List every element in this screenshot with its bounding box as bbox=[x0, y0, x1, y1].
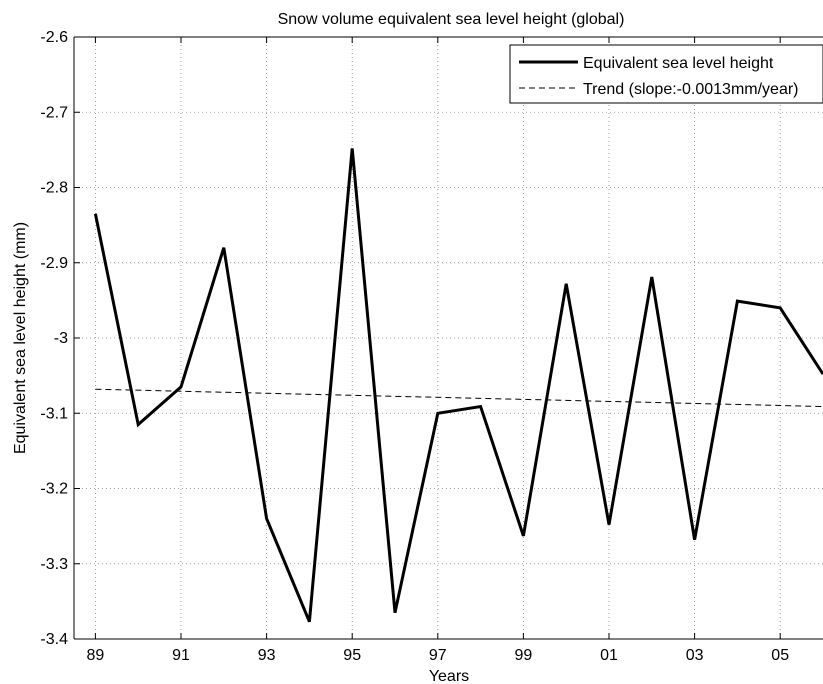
y-tick-label: -3.2 bbox=[40, 481, 68, 498]
y-tick-label: -3.3 bbox=[40, 556, 68, 573]
y-tick-label: -3.1 bbox=[40, 405, 68, 422]
trend-line bbox=[95, 388, 823, 407]
y-tick-label: -2.8 bbox=[40, 180, 68, 197]
chart-title: Snow volume equivalent sea level height … bbox=[278, 11, 625, 28]
y-tick-label: -2.9 bbox=[40, 255, 68, 272]
series-layer bbox=[93, 148, 823, 623]
y-tick-label: -2.7 bbox=[40, 104, 68, 121]
x-tick-label: 01 bbox=[600, 647, 618, 664]
y-axis-label: Equivalent sea level height (mm) bbox=[12, 222, 29, 454]
x-tick-label: 91 bbox=[172, 647, 190, 664]
x-axis-label: Years bbox=[429, 668, 469, 684]
ticks: 89 91 93 95 97 99 01 03 05 -2.6 -2.7 -2.8 -2.9 -3 -3.1… bbox=[40, 29, 789, 664]
legend-box bbox=[509, 44, 823, 104]
trend-layer bbox=[95, 388, 823, 407]
x-tick-label: 99 bbox=[515, 647, 533, 664]
x-tick-label: 03 bbox=[686, 647, 704, 664]
x-tick-label: 89 bbox=[87, 647, 105, 664]
legend-label-dashed: Trend (slope:-0.0013mm/year) bbox=[583, 81, 799, 98]
y-tick-label: -3 bbox=[54, 330, 68, 347]
x-tick-label: 93 bbox=[258, 647, 276, 664]
x-tick-label: 95 bbox=[343, 647, 361, 664]
y-tick-label: -3.4 bbox=[40, 631, 68, 648]
y-tick-label: -2.6 bbox=[40, 29, 68, 46]
legend-label-solid: Equivalent sea level height bbox=[583, 55, 774, 72]
legend: Equivalent sea level height Trend (slope… bbox=[509, 44, 823, 104]
x-tick-label: 97 bbox=[429, 647, 447, 664]
grid bbox=[74, 36, 823, 640]
x-tick-label: 05 bbox=[771, 647, 789, 664]
series-line bbox=[93, 148, 823, 623]
